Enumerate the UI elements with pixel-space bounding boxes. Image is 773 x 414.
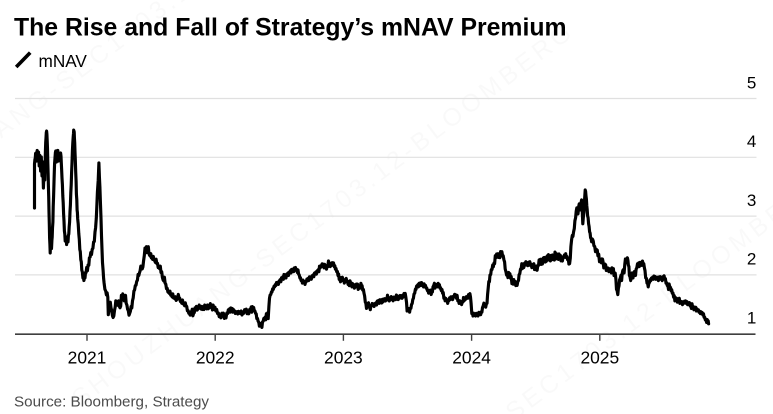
svg-text:The Rise and Fall of Strategy’: The Rise and Fall of Strategy’s mNAV Pre… bbox=[14, 15, 567, 42]
svg-text:2025: 2025 bbox=[580, 347, 619, 367]
svg-text:4: 4 bbox=[747, 132, 756, 151]
svg-text:2021: 2021 bbox=[68, 347, 107, 367]
svg-text:mNAV: mNAV bbox=[39, 51, 88, 71]
svg-text:1: 1 bbox=[747, 308, 756, 327]
svg-text:2023: 2023 bbox=[324, 347, 363, 367]
svg-text:Source: Bloomberg, Strategy: Source: Bloomberg, Strategy bbox=[14, 393, 209, 410]
svg-text:2024: 2024 bbox=[452, 347, 491, 367]
svg-text:3: 3 bbox=[747, 191, 756, 210]
svg-text:2: 2 bbox=[747, 250, 756, 269]
svg-text:5: 5 bbox=[747, 73, 756, 92]
svg-text:2022: 2022 bbox=[196, 347, 235, 367]
